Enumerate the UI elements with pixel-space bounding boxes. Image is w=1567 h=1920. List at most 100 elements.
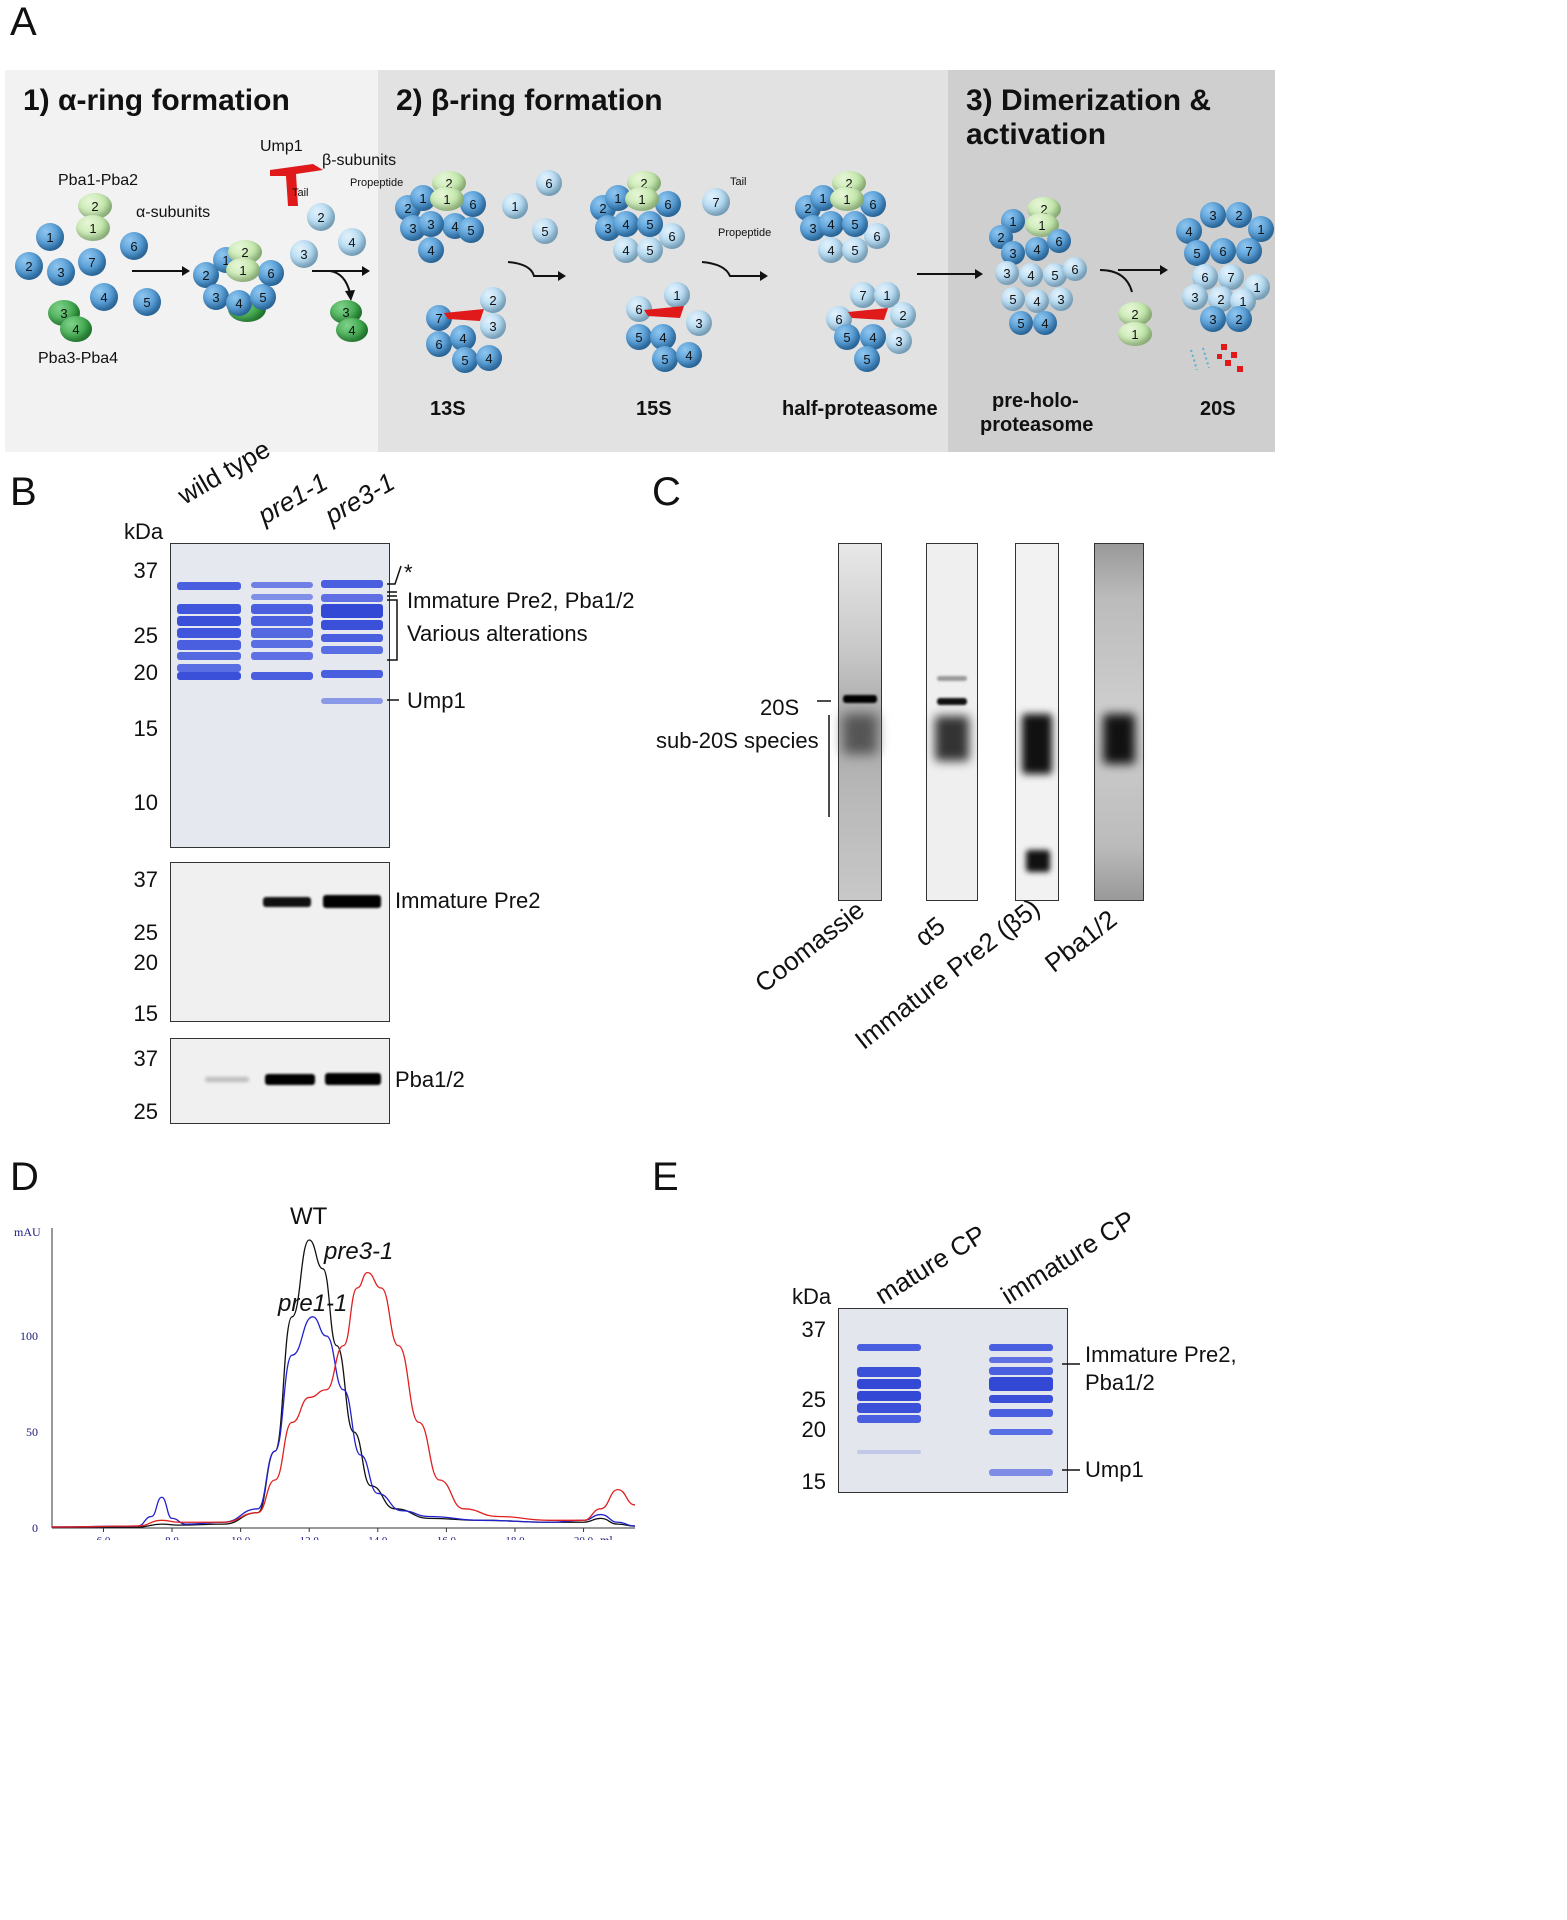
strip-pba12 (1094, 543, 1144, 901)
complex-13s-bottom: 2 3 7 6 4 5 4 (420, 285, 520, 380)
tick-b1-25: 25 (133, 623, 158, 648)
x-tick-label-7: 20.0 (574, 1535, 594, 1540)
y-tick-label-1: 50 (26, 1425, 38, 1439)
arrow-4 (701, 261, 768, 281)
pba2-subunit: 2 (78, 193, 112, 219)
ring-a3: 3 (203, 284, 229, 310)
series-line-0 (51, 1239, 636, 1528)
annotation-pba12-e: Pba1/2 (1085, 1370, 1155, 1395)
alpha2-subunit: 2 (15, 252, 43, 280)
series-line-1 (51, 1316, 636, 1528)
tick-b2-37: 37 (133, 867, 158, 892)
x-tick-label-2: 10.0 (231, 1535, 251, 1540)
blot-immature-pre2 (170, 862, 390, 1022)
gel-e-markers (1062, 1363, 1080, 1471)
beta5-free: 5 (532, 218, 558, 244)
strip-coomassie (838, 543, 882, 901)
label-pre-holo-2: proteasome (980, 414, 1094, 436)
label-20s: 20S (1200, 398, 1236, 420)
arrow-6 (1099, 265, 1168, 293)
x-tick-label-5: 16.0 (437, 1535, 457, 1540)
tick-b2-15: 15 (133, 1001, 158, 1026)
lane-label-alpha5: α5 (908, 910, 951, 953)
mature-20s: 3 2 1 4 5 6 7 6 7 1 3 2 1 3 2 (1170, 200, 1274, 340)
panel-label-a: A (10, 0, 37, 44)
chromatogram-chart: mAU ml 0 50 100 6.0 8.0 10.0 12.0 14.0 16.0 18.0… (14, 1225, 636, 1540)
y-tick-label-0: 0 (32, 1521, 38, 1535)
annotation-immature-pre2-e: Immature Pre2, (1085, 1342, 1237, 1367)
pba2-released: 2 (1118, 302, 1152, 326)
label-beta-subunits: β-subunits (322, 152, 397, 169)
pba4-released: 4 (336, 318, 368, 342)
alpha5-subunit: 5 (133, 288, 161, 316)
coomassie-gel-b (170, 543, 390, 848)
alpha1-subunit: 1 (36, 223, 64, 251)
label-pre-holo-1: pre-holo- (992, 390, 1079, 412)
tick-b3-25: 25 (133, 1099, 158, 1124)
arrow-3 (507, 261, 566, 281)
annotation-ump1-e: Ump1 (1085, 1457, 1144, 1482)
ring-a4: 4 (226, 290, 252, 316)
label-13s: 13S (430, 398, 466, 420)
label-sub-20s: sub-20S species (656, 728, 819, 753)
lane-label-coomassie: Coomassie (748, 894, 870, 999)
label-alpha-subunits: α-subunits (136, 204, 211, 221)
panel-label-d: D (10, 1155, 39, 1199)
tick-b1-37: 37 (133, 558, 158, 583)
lane-label-immature-cp: immature CP (995, 1204, 1141, 1311)
annotation-ump1-b: Ump1 (407, 688, 466, 713)
beta2-free: 2 (307, 203, 335, 231)
strip-alpha5 (926, 543, 978, 901)
label-propeptide-2: Propeptide (718, 227, 772, 239)
series-line-2 (51, 1271, 636, 1528)
pre-holo-proteasome: 2 1 1 2 3 4 6 3 4 5 6 5 4 3 5 4 (985, 195, 1087, 345)
label-tail-2: Tail (730, 176, 747, 188)
tick-e-25: 25 (801, 1387, 826, 1412)
ump1-shape (270, 164, 323, 206)
tick-b2-20: 20 (133, 950, 158, 975)
label-ump1: Ump1 (260, 138, 303, 155)
panel-label-b: B (10, 470, 37, 514)
pba1-subunit: 1 (76, 215, 110, 241)
x-tick-label-4: 14.0 (368, 1535, 388, 1540)
lane-label-immature-pre2-b5: Immature Pre2 (β5) (848, 892, 1046, 1056)
alpha3-subunit: 3 (47, 258, 75, 286)
panel-c-markers (817, 700, 831, 817)
blot-pba12 (170, 1038, 390, 1124)
y-axis-unit-label: mAU (14, 1225, 41, 1239)
stage-dimer-title: 3) Dimerization & activation (966, 84, 1212, 151)
lane-label-pre1-1: pre1-1 (252, 466, 333, 531)
label-15s: 15S (636, 398, 672, 420)
label-pba1-pba2: Pba1-Pba2 (58, 172, 139, 189)
label-pba3-pba4: Pba3-Pba4 (38, 350, 119, 367)
series-label-wt: WT (290, 1203, 328, 1230)
pba1-released: 1 (1118, 322, 1152, 346)
annotation-various-alterations: Various alterations (407, 621, 588, 646)
label-half-proteasome: half-proteasome (782, 398, 938, 420)
half-proteasome-bottom: 7 1 2 3 6 5 4 5 (820, 280, 920, 375)
lane-label-mature-cp: mature CP (869, 1218, 991, 1311)
coomassie-gel-e (838, 1308, 1068, 1493)
stage-beta-title: 2) β-ring formation (396, 84, 663, 117)
lane-label-pba12-c: Pba1/2 (1038, 903, 1123, 979)
alpha7-subunit: 7 (78, 248, 106, 276)
series-label-pre1-1: pre1-1 (278, 1290, 348, 1317)
kda-label-b: kDa (124, 519, 164, 544)
tick-e-20: 20 (801, 1417, 826, 1442)
released-propeptides (1190, 344, 1243, 372)
complex-13s-top: 2 1 3 4 4 5 6 3 2 1 (390, 165, 500, 265)
gel-b1-brackets (387, 565, 402, 701)
x-tick-label-6: 18.0 (505, 1535, 525, 1540)
panel-label-e: E (652, 1155, 679, 1199)
arrow-1 (132, 266, 190, 276)
complex-15s-bottom: 1 3 6 5 4 5 4 (620, 280, 720, 375)
panel-label-c: C (652, 470, 681, 514)
alpha4-subunit: 4 (90, 283, 118, 311)
tick-e-15: 15 (801, 1469, 826, 1494)
lane-label-pre3-1: pre3-1 (319, 466, 400, 531)
tick-b1-20: 20 (133, 660, 158, 685)
series-label-pre3-1: pre3-1 (324, 1238, 394, 1265)
arrow-5 (917, 269, 983, 279)
label-20s-c: 20S (760, 695, 800, 720)
beta3-free: 3 (290, 240, 318, 268)
